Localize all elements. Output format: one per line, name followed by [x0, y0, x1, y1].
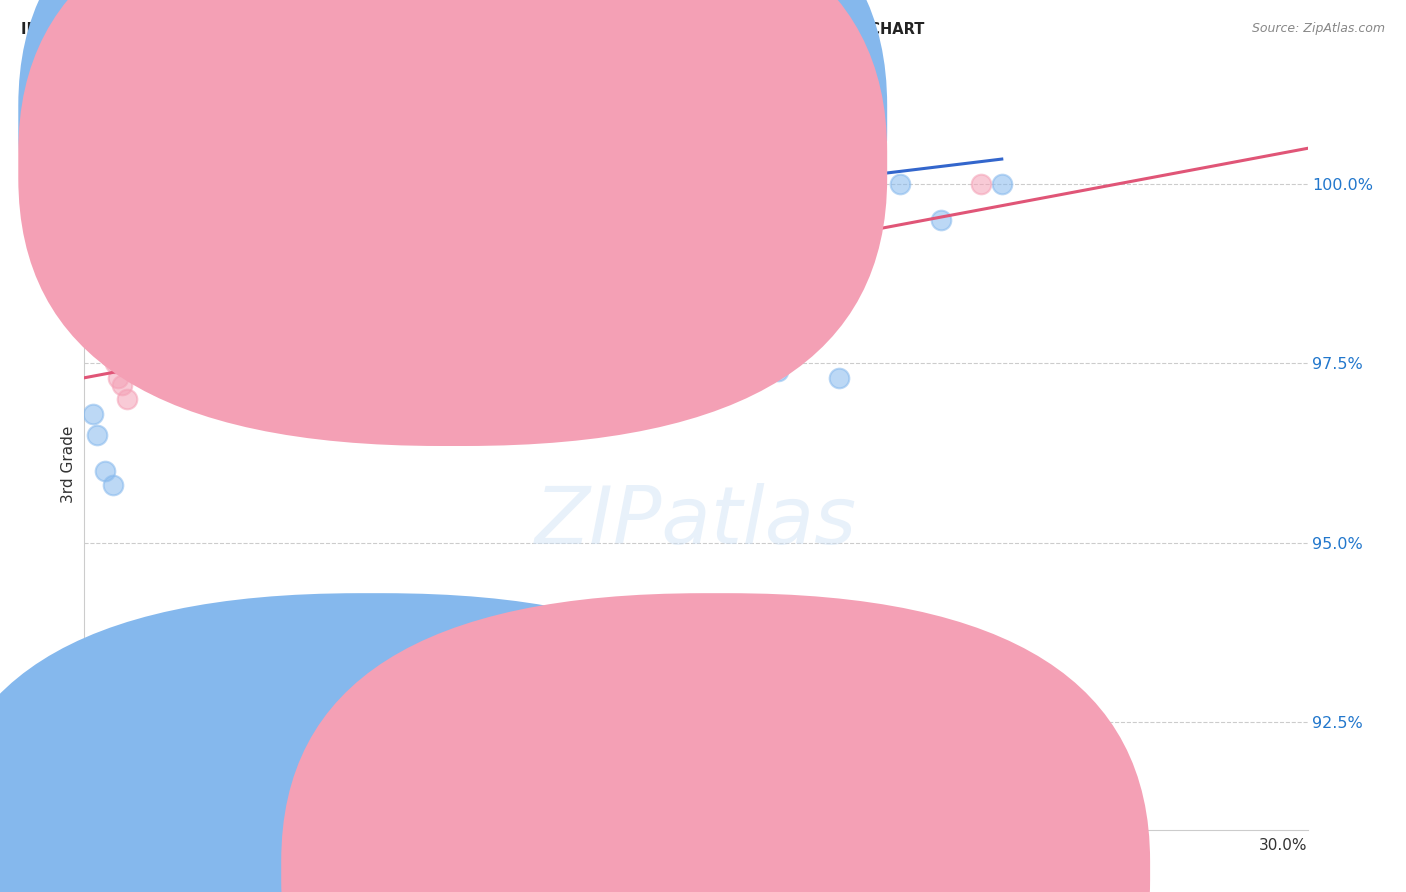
Point — [828, 371, 851, 385]
Point — [146, 177, 169, 191]
Point — [124, 177, 146, 191]
Point — [90, 299, 112, 313]
Point — [217, 349, 239, 363]
Point — [115, 263, 138, 277]
Point — [93, 177, 115, 191]
Point — [101, 478, 124, 492]
Point — [100, 177, 122, 191]
Point — [83, 213, 105, 227]
Point — [111, 378, 134, 392]
Point — [889, 177, 911, 191]
Point — [163, 371, 186, 385]
Y-axis label: 3rd Grade: 3rd Grade — [60, 425, 76, 502]
Point — [163, 320, 186, 334]
Point — [603, 356, 626, 370]
Point — [135, 177, 157, 191]
Point — [82, 177, 104, 191]
Point — [79, 235, 101, 249]
Point — [84, 177, 107, 191]
Point — [107, 177, 129, 191]
Point — [245, 342, 267, 356]
Point — [991, 177, 1014, 191]
Point — [111, 249, 134, 263]
Point — [146, 378, 169, 392]
Point — [112, 177, 135, 191]
Point — [91, 220, 114, 235]
Text: R = 0.410   N = 66: R = 0.410 N = 66 — [475, 112, 620, 126]
Point — [115, 392, 138, 407]
Text: IMMIGRANTS FROM CZECHOSLOVAKIA VS IMMIGRANTS FROM WEST INDIES 3RD GRADE CORRELAT: IMMIGRANTS FROM CZECHOSLOVAKIA VS IMMIGR… — [21, 22, 925, 37]
Point — [195, 392, 218, 407]
Point — [420, 356, 443, 370]
Point — [766, 363, 789, 377]
Point — [104, 356, 127, 370]
Point — [122, 256, 145, 270]
Text: ZIPatlas: ZIPatlas — [534, 483, 858, 561]
Point — [298, 356, 321, 370]
Point — [89, 177, 111, 191]
Text: Immigrants from Czechoslovakia: Immigrants from Czechoslovakia — [389, 863, 641, 878]
Text: Source: ZipAtlas.com: Source: ZipAtlas.com — [1251, 22, 1385, 36]
Point — [121, 177, 143, 191]
Point — [143, 299, 166, 313]
Point — [98, 177, 121, 191]
Point — [115, 177, 138, 191]
Point — [929, 213, 952, 227]
Point — [93, 320, 115, 334]
Point — [131, 177, 153, 191]
Point — [80, 177, 103, 191]
Point — [86, 177, 108, 191]
Point — [110, 177, 132, 191]
Point — [93, 464, 117, 478]
Point — [141, 177, 163, 191]
Point — [107, 242, 129, 256]
Text: 30.0%: 30.0% — [1260, 838, 1308, 853]
Point — [350, 285, 373, 299]
Point — [127, 177, 149, 191]
Point — [118, 177, 141, 191]
Point — [103, 177, 125, 191]
Point — [82, 407, 104, 421]
Point — [522, 363, 544, 377]
Point — [96, 177, 118, 191]
Point — [96, 213, 118, 227]
Point — [105, 177, 128, 191]
Point — [84, 263, 107, 277]
Point — [970, 177, 993, 191]
Point — [117, 177, 139, 191]
Point — [111, 177, 134, 191]
Point — [90, 177, 112, 191]
Point — [96, 334, 118, 349]
Point — [87, 206, 110, 220]
Point — [104, 177, 127, 191]
Point — [685, 349, 707, 363]
Point — [461, 356, 484, 370]
Point — [101, 342, 124, 356]
Point — [174, 334, 197, 349]
Point — [86, 428, 108, 442]
Point — [138, 292, 160, 306]
Text: Immigrants from West Indies: Immigrants from West Indies — [734, 863, 955, 878]
Point — [350, 356, 373, 370]
Text: 0.0%: 0.0% — [84, 838, 124, 853]
Point — [98, 349, 121, 363]
Point — [94, 177, 117, 191]
Point — [82, 249, 104, 263]
Point — [101, 177, 124, 191]
Point — [128, 285, 150, 299]
Point — [103, 235, 125, 249]
Point — [87, 285, 110, 299]
Point — [107, 371, 129, 385]
Point — [120, 270, 142, 285]
Point — [380, 363, 402, 377]
Point — [155, 306, 177, 320]
Point — [100, 227, 122, 242]
Point — [131, 356, 153, 370]
Text: R = 0.458   N = 19: R = 0.458 N = 19 — [475, 158, 620, 172]
Point — [134, 277, 156, 292]
